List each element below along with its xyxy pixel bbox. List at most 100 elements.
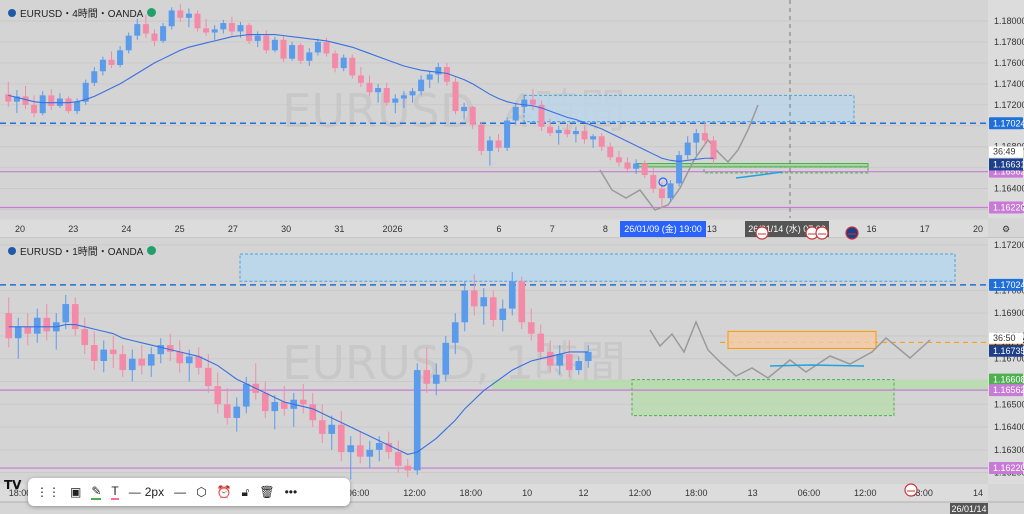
price-tick: 1.17800	[994, 37, 1024, 47]
line-width-button[interactable]: — 2px	[128, 485, 165, 499]
more-icon[interactable]: •••	[284, 485, 298, 499]
candle-body	[328, 424, 336, 434]
candle-body	[22, 96, 29, 105]
candle-body	[529, 99, 536, 105]
time-tick: 30	[281, 224, 291, 234]
candle-body	[347, 445, 355, 453]
lock-icon[interactable]: 🔓︎	[241, 484, 250, 499]
price-tag	[989, 384, 1023, 397]
time-tick: 23	[68, 224, 78, 234]
candle-body	[280, 402, 288, 409]
projection-path-1h	[649, 320, 931, 379]
candle-body	[426, 74, 433, 80]
price-tick: 1.16400	[994, 422, 1024, 432]
candle-body	[48, 95, 55, 106]
candle-body	[556, 354, 564, 366]
event-flag-icon	[845, 226, 859, 240]
candle-body	[701, 133, 708, 141]
candle-body	[470, 290, 478, 307]
tradingview-logo: TV	[4, 478, 22, 492]
candle-body	[220, 23, 227, 30]
projection-path	[599, 104, 759, 211]
candle-body	[538, 104, 545, 127]
candle-body	[581, 131, 588, 140]
cursor-marker-icon	[658, 177, 668, 187]
candle-body	[81, 329, 89, 346]
candle-body	[356, 445, 364, 457]
time-tick: 13	[748, 488, 758, 498]
candle-body	[650, 175, 657, 189]
candle-body	[392, 98, 399, 103]
cursor-date-label-1h: 26/01/14	[951, 504, 986, 514]
event-flag-icon	[904, 483, 918, 497]
candle-body	[299, 399, 307, 405]
time-tick: 18:00	[9, 488, 32, 498]
candle-body	[693, 133, 700, 143]
candle-body	[624, 162, 631, 169]
countdown-label: 36:50	[993, 333, 1016, 343]
time-tick: 06:00	[347, 488, 370, 498]
pen-icon[interactable]: ✎	[91, 484, 102, 500]
settings-icon[interactable]: ⬡	[196, 485, 207, 499]
candle-body	[108, 59, 115, 65]
candle-body	[185, 13, 192, 18]
candle-body	[323, 41, 330, 54]
candle-body	[31, 104, 38, 114]
candle-body	[478, 124, 485, 151]
candle-body	[658, 188, 665, 199]
candle-body	[24, 326, 32, 334]
candle-body	[109, 349, 117, 355]
candle-body	[508, 281, 516, 309]
delete-icon[interactable]: 🗑︎	[259, 485, 275, 499]
candle-body	[246, 25, 253, 41]
candle-body	[168, 10, 175, 27]
candle-body	[194, 13, 201, 29]
current-price-tag	[989, 344, 1023, 357]
candle-body	[413, 370, 421, 471]
candle-body	[39, 95, 46, 114]
candle-body	[366, 82, 373, 93]
candle-body	[82, 82, 89, 102]
price-tick: 1.17200	[994, 240, 1024, 250]
candle-body	[5, 94, 12, 102]
time-tick: 06:00	[798, 488, 821, 498]
candle-body	[385, 443, 393, 453]
currency-flag-icon	[8, 8, 16, 17]
candle-body	[565, 354, 573, 371]
candle-body	[254, 35, 261, 41]
candle-body	[74, 101, 81, 112]
event-flag-icon	[805, 226, 819, 240]
forecast-line	[735, 171, 783, 179]
cursor-date-tag-1h	[950, 503, 988, 514]
object-tree-icon[interactable]: ▣	[70, 485, 82, 499]
price-tag-label: 1.17024	[993, 280, 1024, 290]
time-tick: 18:00	[460, 488, 483, 498]
candle-body	[451, 322, 459, 343]
event-flag-icon	[815, 226, 829, 240]
moving-average-line	[8, 34, 714, 162]
current-price-label: 1.16735	[993, 346, 1024, 356]
candle-body	[166, 345, 174, 352]
time-tick: 12:00	[629, 488, 652, 498]
price-tick: 1.17400	[994, 79, 1024, 89]
drag-handle-icon[interactable]: ⋮⋮	[36, 485, 60, 499]
time-tick: 24	[121, 224, 131, 234]
forecast-line-1h	[769, 364, 865, 367]
price-tag-label: 1.16220	[993, 203, 1024, 213]
candle-body	[314, 41, 321, 53]
candle-body	[486, 140, 493, 151]
time-tick: 12:00	[854, 488, 877, 498]
moving-average-line	[8, 324, 589, 455]
candle-body	[138, 358, 146, 366]
text-icon[interactable]: T	[111, 484, 119, 500]
candle-body	[90, 345, 98, 361]
candle-body	[128, 358, 136, 371]
time-tick: 3	[443, 224, 448, 234]
candle-body	[375, 88, 382, 93]
line-style-icon[interactable]: —	[174, 485, 187, 499]
candle-body	[461, 290, 469, 323]
countdown-tag	[989, 146, 1023, 158]
alert-icon[interactable]: ⏰	[216, 485, 232, 499]
